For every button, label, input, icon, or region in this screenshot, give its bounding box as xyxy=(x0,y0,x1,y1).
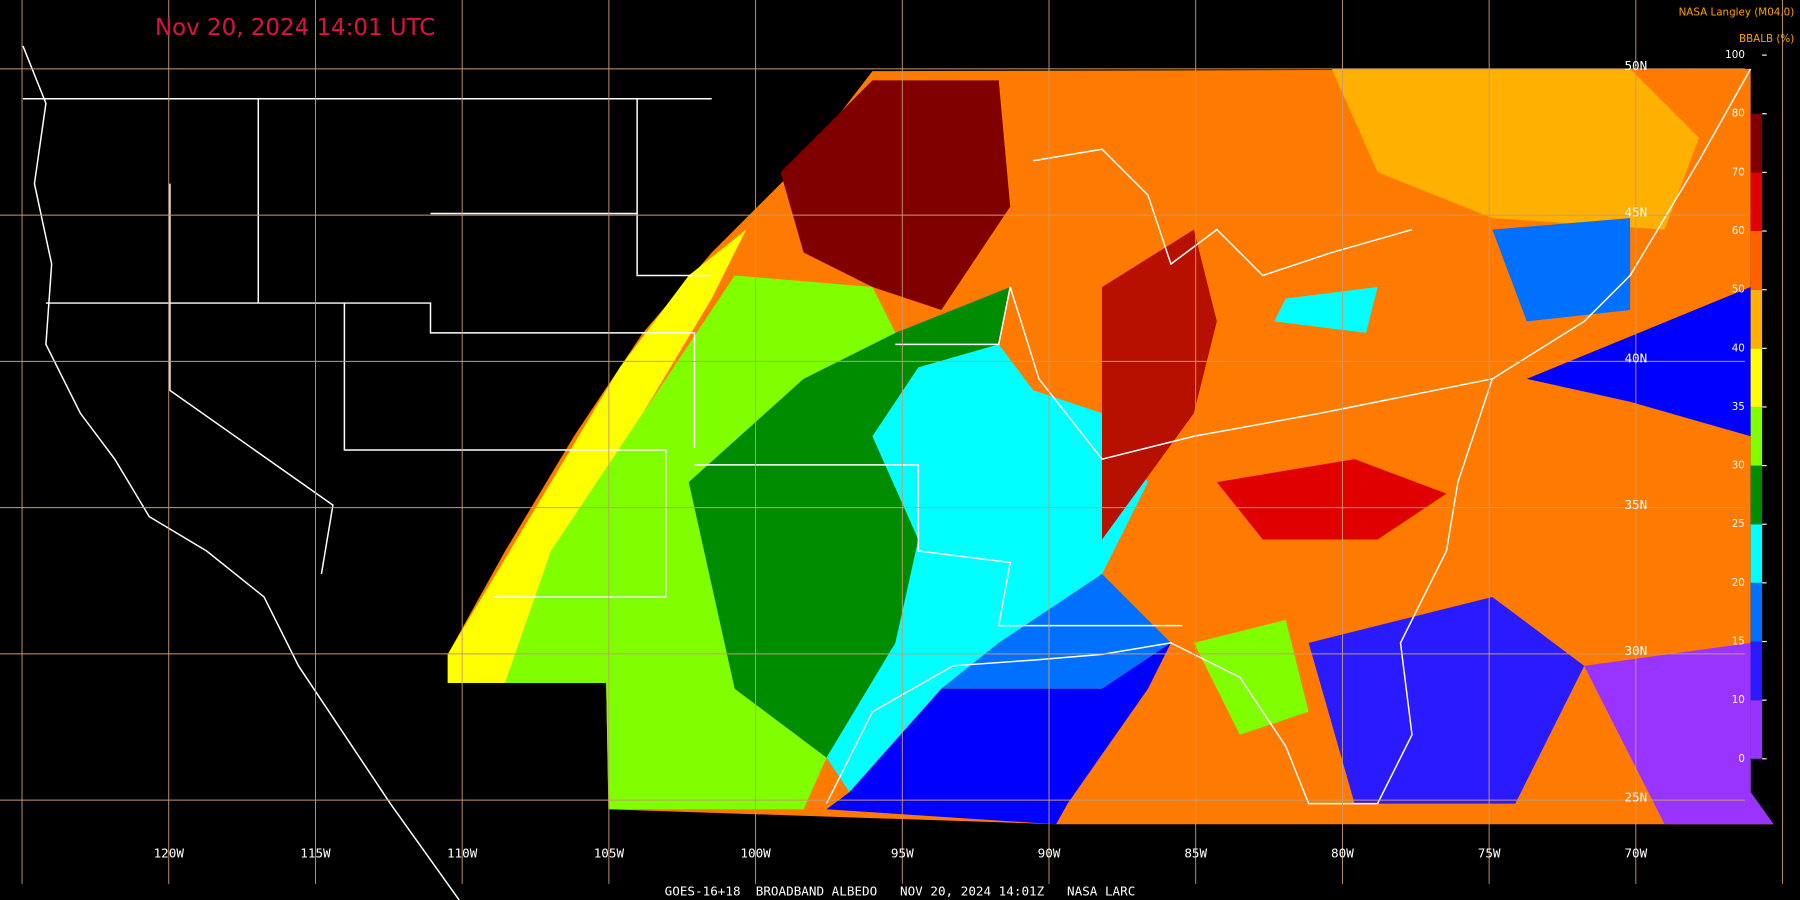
longitude-label: 70W xyxy=(1624,846,1647,861)
latitude-label: 50N xyxy=(1624,58,1647,73)
credit: NASA Langley (M04.0) xyxy=(1679,7,1795,19)
coastline xyxy=(22,45,460,900)
longitude-label: 115W xyxy=(300,846,331,861)
imagery-region xyxy=(505,275,896,810)
colorbar-segment xyxy=(1750,641,1763,701)
longitude-label: 90W xyxy=(1038,846,1061,861)
coastline xyxy=(825,68,1752,805)
colorbar-segment xyxy=(1750,289,1763,349)
imagery-region xyxy=(1102,229,1217,540)
imagery-region xyxy=(780,80,1011,310)
imagery-region xyxy=(447,229,747,684)
latitude-label: 45N xyxy=(1624,204,1647,219)
footer: GOES-16+18 BROADBAND ALBEDO NOV 20, 2024… xyxy=(665,883,1136,898)
colorbar-tick-label: 50 xyxy=(1732,284,1745,296)
colorbar-segment xyxy=(1750,113,1763,173)
imagery-region xyxy=(688,286,1011,758)
coastline xyxy=(1033,148,1413,277)
colorbar-segment xyxy=(1750,582,1763,642)
latitude-label: 40N xyxy=(1624,351,1647,366)
imagery-region xyxy=(1331,68,1699,230)
colorbar-tick-label: 15 xyxy=(1732,636,1745,648)
state-line xyxy=(694,464,1183,627)
colorbar-segment xyxy=(1750,406,1763,466)
colorbar-tick-label: 0 xyxy=(1738,753,1745,765)
colorbar-segment xyxy=(1750,700,1763,759)
colorbar-tick-label: 80 xyxy=(1732,108,1745,120)
imagery-region xyxy=(1193,619,1309,735)
imagery xyxy=(447,68,1774,825)
imagery-region xyxy=(1584,642,1774,825)
longitude-label: 105W xyxy=(594,846,625,861)
longitude-label: 95W xyxy=(891,846,914,861)
imagery-region xyxy=(826,642,1171,825)
colorbar-tick-label: 70 xyxy=(1732,166,1745,178)
colorbar-tick-label: 30 xyxy=(1732,460,1745,472)
title: Nov 20, 2024 14:01 UTC xyxy=(155,15,435,41)
colorbar-tick-label: 20 xyxy=(1732,577,1745,589)
longitude-label: 100W xyxy=(740,846,771,861)
state-line xyxy=(895,286,1493,461)
latitude-label: 35N xyxy=(1624,497,1647,512)
colorbar-tick-label: 100 xyxy=(1725,49,1745,61)
colorbar-segment xyxy=(1750,524,1763,583)
imagery-region xyxy=(1274,286,1378,333)
imagery-region xyxy=(826,344,1148,793)
legend-title: BBALB (%) xyxy=(1739,33,1794,45)
state-line xyxy=(45,302,696,448)
imagery-region xyxy=(1308,596,1585,804)
colorbar-tick-label: 35 xyxy=(1732,401,1745,413)
imagery-region xyxy=(941,573,1171,689)
colorbar-segment xyxy=(1750,231,1763,290)
imagery-region xyxy=(1492,218,1631,322)
colorbar-tick-label: 40 xyxy=(1732,342,1745,354)
colorbar-segment xyxy=(1750,348,1763,407)
graticule: 120W 115W 110W 105W 100W 95W 90W 85W 80W 75W 70W 50… xyxy=(0,0,1784,884)
colorbar-segment xyxy=(1750,465,1763,525)
colorbar-tick-label: 25 xyxy=(1732,518,1745,530)
state-line xyxy=(430,212,712,277)
imagery-region xyxy=(1216,459,1447,540)
longitude-label: 75W xyxy=(1478,846,1501,861)
latitude-label: 30N xyxy=(1624,643,1647,658)
colorbar-segment xyxy=(1750,172,1763,232)
colorbar-tick-label: 60 xyxy=(1732,225,1745,237)
longitude-label: 80W xyxy=(1331,846,1354,861)
longitude-label: 110W xyxy=(447,846,478,861)
state-line xyxy=(169,183,334,575)
colorbar: 0 10 15 20 25 30 35 40 50 60 70 80 100 xyxy=(1725,49,1767,765)
colorbar-tick-label: 10 xyxy=(1732,694,1745,706)
longitude-label: 120W xyxy=(154,846,185,861)
longitude-label: 85W xyxy=(1184,846,1207,861)
latitude-label: 25N xyxy=(1624,789,1647,804)
